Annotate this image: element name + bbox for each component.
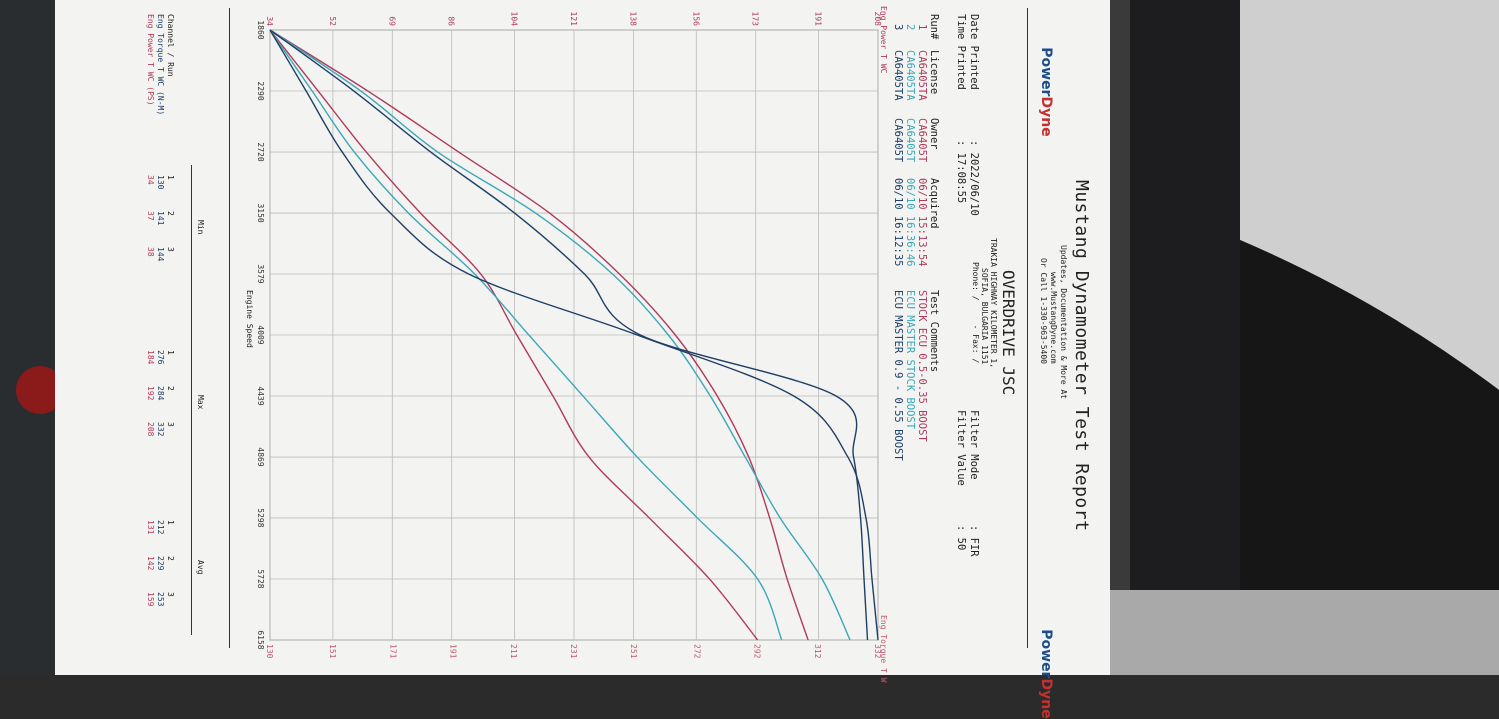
torque-line-run-2 xyxy=(269,29,783,641)
dyno-chart: 1860 2290 2720 3150 3579 4009 4439 4869 5298 5728… xyxy=(256,12,882,659)
x-tick-label: 3150 xyxy=(256,203,265,222)
summary-header-rule xyxy=(191,165,192,635)
summary-max-cell: 332 xyxy=(156,422,165,437)
x-tick-label: 4009 xyxy=(256,325,265,344)
left-tick-label: 173 xyxy=(751,12,760,27)
left-tick-label: 34 xyxy=(265,16,274,26)
summary-min-cell: 130 xyxy=(156,175,165,190)
summary-max-run-header: 2 xyxy=(166,386,175,391)
right-tick-label: 231 xyxy=(569,644,578,659)
right-tick-label: 272 xyxy=(692,644,701,659)
summary-min-cell: 144 xyxy=(156,247,165,262)
right-tick-label: 151 xyxy=(328,644,337,659)
left-tick-label: 52 xyxy=(328,16,337,26)
power-curves xyxy=(269,29,869,641)
summary-max-cell: 208 xyxy=(146,422,155,437)
x-tick-label: 4439 xyxy=(256,386,265,405)
summary-min-cell: 141 xyxy=(156,211,165,226)
summary-avg-run-header: 1 xyxy=(166,520,175,525)
summary-avg-cell: 229 xyxy=(156,556,165,571)
summary-avg-cell: 131 xyxy=(146,520,155,535)
summary-avg-run-header: 3 xyxy=(166,592,175,597)
x-tick-label: 2720 xyxy=(256,142,265,161)
dyno-report-sheet: PowerDyne PowerDyne Mustang Dynamometer … xyxy=(55,0,1110,719)
left-tick-label: 104 xyxy=(510,12,519,27)
left-tick-label: 191 xyxy=(814,12,823,27)
torque-line-run-1 xyxy=(269,29,759,641)
x-tick-label: 1860 xyxy=(256,20,265,39)
right-tick-label: 251 xyxy=(629,644,638,659)
summary-max-cell: 192 xyxy=(146,386,155,401)
summary-row-torque-name: Eng Torque T WC (N-M) xyxy=(156,14,165,116)
summary-avg-cell: 142 xyxy=(146,556,155,571)
left-tick-label: 138 xyxy=(628,12,637,27)
right-tick-label: 191 xyxy=(449,644,458,659)
left-tick-label: 208 xyxy=(873,12,882,27)
summary-max-label: Max xyxy=(196,395,205,410)
x-tick-label: 2290 xyxy=(256,81,265,100)
summary-avg-cell: 253 xyxy=(156,592,165,607)
summary-min-cell: 38 xyxy=(146,247,155,257)
summary-avg-label: Avg xyxy=(196,560,205,575)
summary-divider xyxy=(229,8,230,648)
summary-row-power-name: Eng Power T WC (PS) xyxy=(146,14,155,106)
left-tick-label: 121 xyxy=(569,12,578,27)
power-line-run-3 xyxy=(269,29,869,641)
torque-line-run-3 xyxy=(269,29,879,641)
summary-avg-cell: 159 xyxy=(146,592,155,607)
summary-max-run-header: 1 xyxy=(166,350,175,355)
x-tick-label: 5728 xyxy=(256,569,265,588)
right-tick-label: 292 xyxy=(753,644,762,659)
axis-ticks: 1860 2290 2720 3150 3579 4009 4439 4869 5298 5728… xyxy=(256,12,882,659)
x-tick-label: 5298 xyxy=(256,508,265,527)
summary-channel-label: Channel / Run xyxy=(166,14,175,77)
torque-curves xyxy=(269,29,879,641)
power-line-run-1 xyxy=(269,29,809,641)
power-line-run-2 xyxy=(269,29,851,641)
summary-max-run-header: 3 xyxy=(166,422,175,427)
summary-min-run-header: 3 xyxy=(166,247,175,252)
x-tick-label: 4869 xyxy=(256,447,265,466)
summary-max-cell: 284 xyxy=(156,386,165,401)
left-tick-label: 69 xyxy=(387,16,396,26)
x-tick-label: 6158 xyxy=(256,630,265,649)
summary-avg-cell: 212 xyxy=(156,520,165,535)
summary-min-cell: 34 xyxy=(146,175,155,185)
chart-grid xyxy=(269,29,879,641)
right-tick-label: 171 xyxy=(388,644,397,659)
summary-min-cell: 37 xyxy=(146,211,155,221)
summary-avg-run-header: 2 xyxy=(166,556,175,561)
summary-min-label: Min xyxy=(196,220,205,235)
summary-max-cell: 276 xyxy=(156,350,165,365)
right-tick-label: 332 xyxy=(873,644,882,659)
left-tick-label: 156 xyxy=(691,12,700,27)
summary-max-cell: 184 xyxy=(146,350,155,365)
right-tick-label: 130 xyxy=(265,644,274,659)
right-tick-label: 211 xyxy=(509,644,518,659)
summary-min-run-header: 2 xyxy=(166,211,175,216)
left-tick-label: 86 xyxy=(447,16,456,26)
x-tick-label: 3579 xyxy=(256,264,265,283)
right-tick-label: 312 xyxy=(813,644,822,659)
summary-min-run-header: 1 xyxy=(166,175,175,180)
